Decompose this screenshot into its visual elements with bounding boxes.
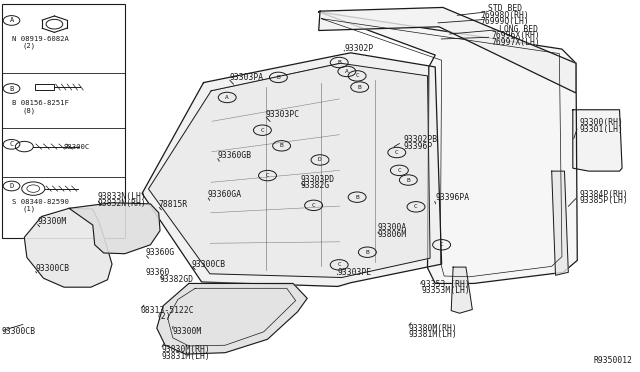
Text: 93303PE: 93303PE	[337, 268, 371, 277]
Text: A: A	[345, 69, 349, 74]
Text: 93300M: 93300M	[173, 327, 202, 336]
Text: A: A	[225, 95, 229, 100]
Text: 76998Q(RH): 76998Q(RH)	[480, 11, 529, 20]
Text: B: B	[10, 86, 13, 92]
Text: 93832N(RH): 93832N(RH)	[98, 199, 147, 208]
Text: N 08919-6082A: N 08919-6082A	[12, 36, 68, 42]
Polygon shape	[142, 53, 442, 286]
Text: B: B	[280, 143, 284, 148]
Text: C: C	[414, 204, 418, 209]
Text: C: C	[395, 150, 399, 155]
Polygon shape	[319, 12, 577, 283]
Text: 93384P(RH): 93384P(RH)	[580, 190, 628, 199]
Text: 93303PD: 93303PD	[301, 175, 335, 184]
Text: C: C	[10, 141, 13, 147]
Text: 93353 (RH): 93353 (RH)	[421, 280, 470, 289]
Text: 93360GA: 93360GA	[208, 190, 242, 199]
Text: LONG BED: LONG BED	[499, 25, 538, 33]
Text: 93300A: 93300A	[378, 223, 407, 232]
Text: (2): (2)	[22, 42, 36, 49]
Text: R9350012: R9350012	[593, 356, 632, 365]
Text: B: B	[406, 177, 410, 183]
Text: C: C	[312, 203, 316, 208]
Text: 93830M(RH): 93830M(RH)	[162, 345, 211, 354]
Text: (1): (1)	[22, 205, 36, 212]
Text: 93300CB: 93300CB	[35, 264, 69, 273]
Text: 93302PB: 93302PB	[403, 135, 437, 144]
Polygon shape	[319, 7, 576, 93]
Text: 76999Q(LH): 76999Q(LH)	[480, 17, 529, 26]
Text: B: B	[337, 60, 341, 65]
Text: 93380M(RH): 93380M(RH)	[408, 324, 457, 333]
Text: 93303PA: 93303PA	[229, 73, 263, 82]
FancyBboxPatch shape	[35, 84, 54, 90]
Text: 93300C: 93300C	[64, 144, 90, 150]
Text: 93301(LH): 93301(LH)	[580, 125, 624, 134]
Text: (2): (2)	[157, 312, 172, 321]
Text: 93300CB: 93300CB	[2, 327, 36, 336]
Polygon shape	[552, 171, 568, 275]
Text: 93300(RH): 93300(RH)	[580, 118, 624, 127]
Text: B: B	[358, 84, 362, 90]
Polygon shape	[69, 203, 160, 254]
Text: 93360G: 93360G	[146, 248, 175, 257]
Text: 78815R: 78815R	[159, 200, 188, 209]
Text: 93360: 93360	[146, 268, 170, 277]
Text: B: B	[355, 195, 359, 200]
Text: 93396P: 93396P	[403, 142, 433, 151]
Text: STD BED: STD BED	[488, 4, 522, 13]
Text: B: B	[365, 250, 369, 255]
Text: C: C	[266, 173, 269, 178]
Polygon shape	[157, 283, 307, 354]
FancyBboxPatch shape	[2, 4, 125, 238]
Text: 93300CB: 93300CB	[192, 260, 226, 269]
Text: B 08156-8251F: B 08156-8251F	[12, 100, 68, 106]
Text: C: C	[337, 262, 341, 267]
Text: 93382G: 93382G	[301, 182, 330, 190]
Text: S 08340-82590: S 08340-82590	[12, 199, 68, 205]
Polygon shape	[24, 208, 112, 287]
Text: D: D	[318, 157, 322, 163]
Text: 93360GB: 93360GB	[218, 151, 252, 160]
Text: B: B	[276, 75, 280, 80]
Text: 93831M(LH): 93831M(LH)	[162, 352, 211, 361]
Text: 93385P(LH): 93385P(LH)	[580, 196, 628, 205]
Text: 93300M: 93300M	[37, 217, 67, 226]
Text: C: C	[260, 128, 264, 133]
Text: C: C	[355, 73, 359, 78]
Text: A: A	[10, 17, 13, 23]
Text: 76997X(LH): 76997X(LH)	[492, 38, 540, 47]
Text: 93303PC: 93303PC	[266, 110, 300, 119]
Text: 93302P: 93302P	[344, 44, 374, 53]
Text: 93833N(LH): 93833N(LH)	[98, 192, 147, 201]
Polygon shape	[451, 267, 472, 313]
Text: 76996X(RH): 76996X(RH)	[492, 31, 540, 40]
Text: 93381M(LH): 93381M(LH)	[408, 330, 457, 339]
Text: C: C	[440, 242, 444, 247]
Text: 93806M: 93806M	[378, 230, 407, 239]
Text: C: C	[397, 168, 401, 173]
Polygon shape	[148, 63, 430, 278]
Text: D: D	[10, 183, 13, 189]
Text: (8): (8)	[22, 107, 36, 114]
Text: 93382GD: 93382GD	[160, 275, 194, 283]
Text: 93396PA: 93396PA	[435, 193, 469, 202]
Polygon shape	[573, 110, 622, 171]
Text: 08313-5122C: 08313-5122C	[141, 306, 195, 315]
Text: 93353M(LH): 93353M(LH)	[421, 286, 470, 295]
